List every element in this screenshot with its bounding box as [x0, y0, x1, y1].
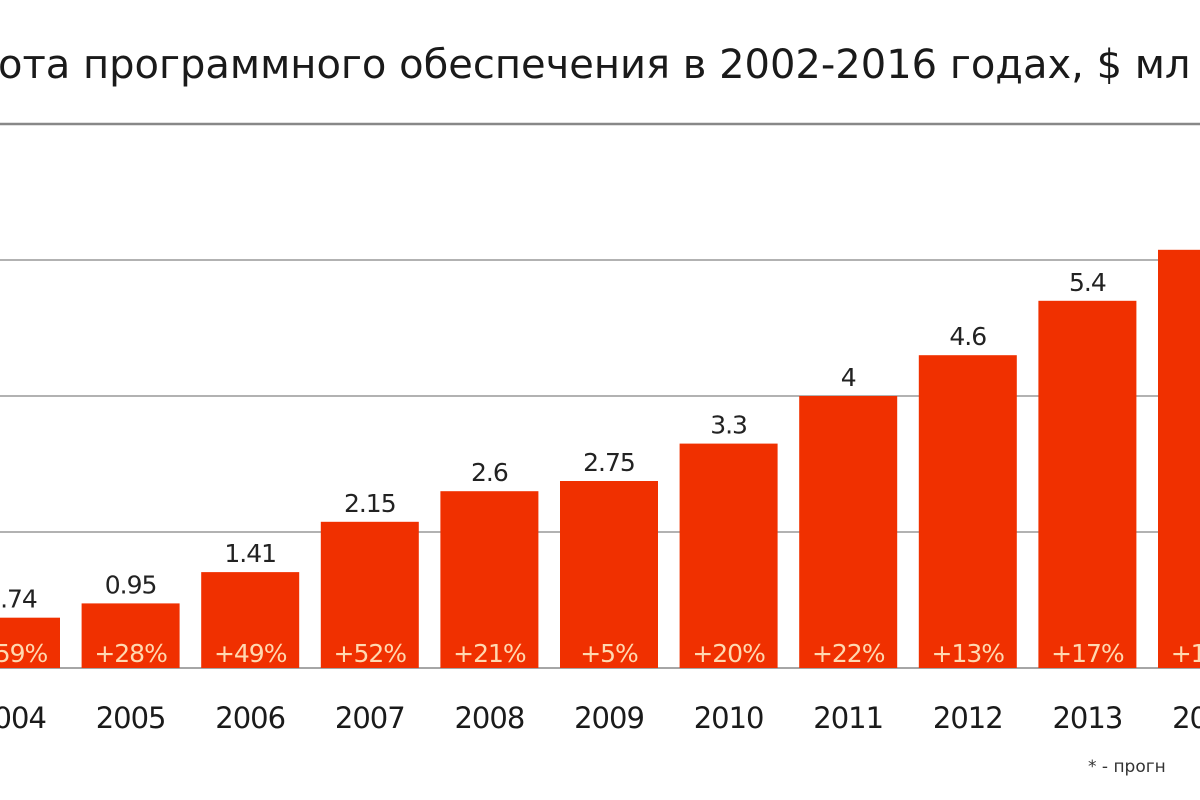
bar-2006 [201, 572, 300, 668]
growth-label: +52% [334, 639, 407, 668]
bar-2011 [799, 396, 898, 668]
growth-label: +28% [94, 639, 167, 668]
value-label: 0.95 [105, 570, 157, 599]
value-label: 2.15 [344, 489, 396, 518]
value-label: 2.75 [583, 448, 635, 477]
bar-2004 [0, 617, 60, 668]
x-tick-label: 2009 [574, 701, 644, 735]
x-tick-label: 2012 [933, 701, 1003, 735]
value-label: 3.3 [710, 411, 747, 440]
x-tick-label: 2010 [694, 701, 764, 735]
bar-2013 [1038, 300, 1137, 668]
chart-title: ота программного обеспечения в 2002-2016… [0, 42, 1190, 88]
x-tick-label: 2014 [1172, 701, 1200, 735]
growth-label: +49% [214, 639, 287, 668]
growth-label: +17% [1051, 639, 1124, 668]
bar-2010 [679, 443, 778, 668]
bar-2005 [81, 603, 180, 668]
growth-label: +21% [453, 639, 526, 668]
value-label: 2.6 [471, 458, 508, 487]
growth-label: +20% [692, 639, 765, 668]
growth-label: +13% [932, 639, 1005, 668]
value-label: 5.4 [1069, 268, 1106, 297]
growth-label: +59% [0, 639, 48, 668]
x-tick-label: 2007 [335, 701, 405, 735]
value-label: 4 [841, 363, 856, 392]
bar-2012 [918, 355, 1017, 668]
value-label: 1.41 [224, 539, 276, 568]
x-tick-label: 2006 [215, 701, 285, 735]
x-tick-label: 2005 [96, 701, 166, 735]
x-tick-label: 2008 [454, 701, 524, 735]
bar-2007 [320, 521, 419, 668]
bar-2014 [1158, 249, 1200, 669]
bar-2009 [560, 481, 658, 668]
value-label: 4.6 [949, 322, 986, 351]
bar-2008 [440, 491, 539, 668]
x-tick-label: 2013 [1052, 701, 1122, 735]
growth-label: +15% [1171, 639, 1200, 668]
growth-label: +5% [580, 639, 638, 668]
growth-label: +22% [812, 639, 885, 668]
value-label: 0.74 [0, 585, 37, 614]
x-tick-label: 2011 [813, 701, 883, 735]
footnote: * - прогн [1088, 757, 1166, 777]
x-tick-label: 2004 [0, 701, 46, 735]
